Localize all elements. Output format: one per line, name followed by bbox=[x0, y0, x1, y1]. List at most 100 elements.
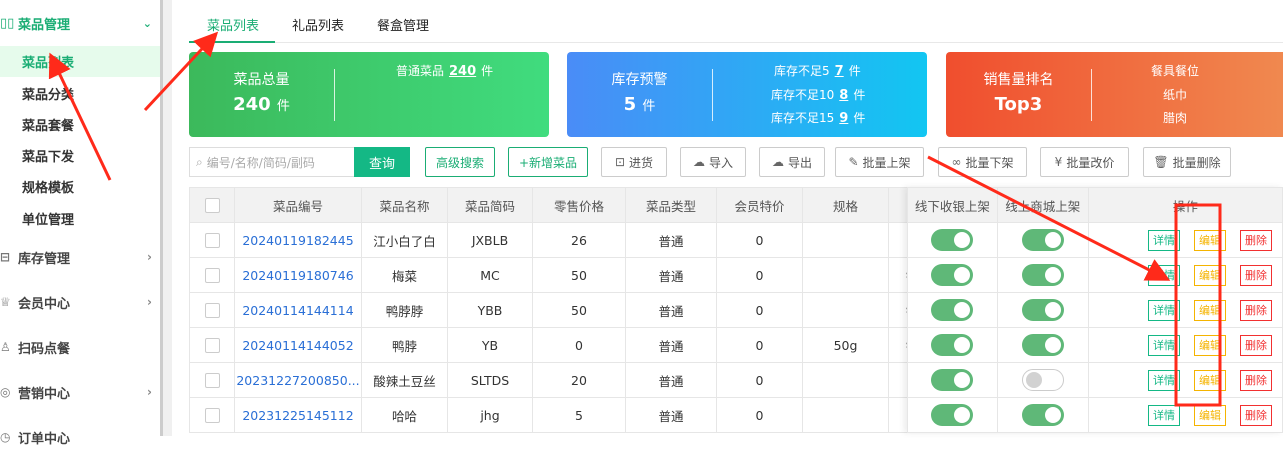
detail-button[interactable]: 详情 bbox=[1148, 264, 1180, 286]
offline-shelf-toggle[interactable] bbox=[931, 334, 974, 356]
row-select-cell bbox=[189, 257, 235, 293]
dish-code-link[interactable]: 20240114144114 bbox=[242, 302, 354, 318]
delete-button[interactable]: 删除 bbox=[1240, 334, 1272, 356]
row-checkbox[interactable] bbox=[204, 373, 220, 388]
member-price-cell: 0 bbox=[716, 257, 803, 293]
batch-on-shelf-button[interactable]: ✎ 批量上架 bbox=[835, 147, 924, 177]
delete-button[interactable]: 删除 bbox=[1240, 229, 1272, 251]
delete-button[interactable]: 删除 bbox=[1240, 299, 1272, 321]
table-row: 20240119180746 梅菜 MC 50 普通 0 钅 bbox=[189, 257, 919, 293]
detail-button[interactable]: 详情 bbox=[1148, 334, 1180, 356]
stock-in-button[interactable]: ⊡ 进货 bbox=[601, 147, 667, 177]
table-header: 菜品编号 菜品名称 菜品简码 零售价格 菜品类型 会员特价 规格 bbox=[189, 187, 919, 223]
import-button[interactable]: ☁ 导入 bbox=[680, 147, 746, 177]
sidebar-item-dish-list[interactable]: 菜品列表 bbox=[0, 46, 160, 77]
sidebar-item-unit-management[interactable]: 单位管理 bbox=[22, 213, 75, 228]
sidebar-item-dish-combo[interactable]: 菜品套餐 bbox=[22, 119, 75, 134]
offline-shelf-cell bbox=[907, 362, 998, 398]
row-checkbox[interactable] bbox=[204, 303, 220, 318]
dish-code-link[interactable]: 20240114144052 bbox=[242, 337, 354, 353]
card-stock-warning: 库存预警 5 件 库存不足5 7 件 库存不足10 8 件 库存不足15 9 件 bbox=[567, 52, 927, 137]
dish-code-link[interactable]: 20240119182445 bbox=[242, 232, 354, 248]
detail-value-link[interactable]: 240 bbox=[449, 64, 477, 79]
online-shelf-toggle[interactable] bbox=[1021, 299, 1064, 321]
table-row: 20231225145112 哈哈 jhg 5 普通 0 bbox=[189, 397, 919, 433]
edit-button[interactable]: 编辑 bbox=[1194, 299, 1226, 321]
offline-shelf-toggle[interactable] bbox=[931, 264, 974, 286]
edit-button[interactable]: 编辑 bbox=[1194, 264, 1226, 286]
detail-button[interactable]: 详情 bbox=[1148, 369, 1180, 391]
edit-button[interactable]: 编辑 bbox=[1194, 404, 1226, 426]
delete-button[interactable]: 删除 bbox=[1240, 264, 1272, 286]
edit-button[interactable]: 编辑 bbox=[1194, 369, 1226, 391]
tab-dish-list[interactable]: 菜品列表 bbox=[207, 19, 260, 34]
actions-cell: 详情 编辑 删除 bbox=[1087, 327, 1283, 363]
detail-button[interactable]: 详情 bbox=[1148, 299, 1180, 321]
dish-code-link[interactable]: 20231227200850... bbox=[236, 372, 360, 388]
sidebar-item-spec-template[interactable]: 规格模板 bbox=[22, 181, 75, 196]
row-checkbox[interactable] bbox=[204, 268, 220, 283]
search-icon: ⌕ bbox=[196, 154, 203, 169]
online-shelf-toggle[interactable] bbox=[1021, 334, 1064, 356]
edit-button[interactable]: 编辑 bbox=[1194, 334, 1226, 356]
advanced-search-button[interactable]: 高级搜索 bbox=[425, 147, 495, 177]
member-price-cell: 0 bbox=[716, 292, 803, 328]
delete-button[interactable]: 删除 bbox=[1240, 369, 1272, 391]
online-shelf-toggle[interactable] bbox=[1021, 404, 1064, 426]
select-all-checkbox[interactable] bbox=[204, 198, 220, 213]
unit: 件 bbox=[853, 88, 866, 102]
online-shelf-cell bbox=[996, 292, 1089, 328]
sidebar-group-inventory[interactable]: ⊟ 库存管理 › bbox=[0, 250, 152, 267]
value: 5 bbox=[623, 94, 637, 115]
table-fixed-right: 线下收银上架 线上商城上架 操作 详情 编辑 删除 详情 编辑 删除 详情 编辑 删除 详情… bbox=[907, 187, 1283, 433]
online-shelf-toggle[interactable] bbox=[1021, 229, 1064, 251]
code-cell: 20240114144052 bbox=[234, 327, 362, 363]
edit-button[interactable]: 编辑 bbox=[1194, 229, 1226, 251]
sidebar-group-member[interactable]: ♕ 会员中心 › bbox=[0, 295, 152, 312]
price-cell: 26 bbox=[532, 222, 626, 258]
offline-shelf-toggle[interactable] bbox=[931, 299, 974, 321]
batch-off-shelf-button[interactable]: ∞ 批量下架 bbox=[938, 147, 1027, 177]
stock-value-link[interactable]: 9 bbox=[839, 111, 849, 126]
row-checkbox[interactable] bbox=[204, 408, 220, 423]
sidebar-item-dish-dispatch[interactable]: 菜品下发 bbox=[22, 150, 75, 165]
sidebar-group-scan-order[interactable]: ♙ 扫码点餐 bbox=[0, 340, 71, 357]
sidebar-group-orders[interactable]: ◷ 订单中心 bbox=[0, 430, 71, 447]
detail-button[interactable]: 详情 bbox=[1148, 229, 1180, 251]
batch-price-button[interactable]: ¥ 批量改价 bbox=[1040, 147, 1129, 177]
online-shelf-toggle[interactable] bbox=[1021, 264, 1064, 286]
stock-value-link[interactable]: 8 bbox=[839, 88, 849, 103]
offline-shelf-toggle[interactable] bbox=[931, 369, 974, 391]
detail-button[interactable]: 详情 bbox=[1148, 404, 1180, 426]
sidebar-group-dish-management[interactable]: ▯▯ 菜品管理 ⌄ bbox=[0, 15, 152, 33]
tab-box-management[interactable]: 餐盒管理 bbox=[377, 19, 430, 34]
row-checkbox[interactable] bbox=[204, 338, 220, 353]
row-checkbox[interactable] bbox=[204, 233, 220, 248]
type-cell: 普通 bbox=[625, 292, 717, 328]
dish-code-link[interactable]: 20240119180746 bbox=[242, 267, 354, 283]
online-shelf-toggle[interactable] bbox=[1021, 369, 1064, 391]
card-value: Top3 bbox=[994, 94, 1043, 115]
tab-gift-list[interactable]: 礼品列表 bbox=[292, 19, 345, 34]
query-button[interactable]: 查询 bbox=[354, 147, 410, 177]
online-shelf-cell bbox=[996, 362, 1089, 398]
member-price-cell: 0 bbox=[716, 362, 803, 398]
row-select-cell bbox=[189, 327, 235, 363]
spec-cell bbox=[802, 222, 889, 258]
stock-value-link[interactable]: 7 bbox=[834, 64, 844, 79]
dish-code-link[interactable]: 20231225145112 bbox=[242, 407, 354, 423]
export-button[interactable]: ☁ 导出 bbox=[759, 147, 825, 177]
add-dish-button[interactable]: +新增菜品 bbox=[508, 147, 588, 177]
offline-shelf-toggle[interactable] bbox=[931, 404, 974, 426]
sidebar-item-dish-category[interactable]: 菜品分类 bbox=[22, 88, 75, 103]
sidebar-group-marketing[interactable]: ◎ 营销中心 › bbox=[0, 385, 152, 402]
table-row: 详情 编辑 删除 bbox=[907, 222, 1283, 258]
actions-cell: 详情 编辑 删除 bbox=[1087, 292, 1283, 328]
offline-shelf-toggle[interactable] bbox=[931, 229, 974, 251]
unit: 件 bbox=[276, 99, 290, 114]
offline-shelf-cell bbox=[907, 397, 998, 433]
delete-button[interactable]: 删除 bbox=[1240, 404, 1272, 426]
search-input[interactable]: ⌕ 编号/名称/简码/副码 bbox=[189, 147, 354, 177]
batch-delete-button[interactable]: 🗑 批量删除 bbox=[1143, 147, 1231, 177]
table-row: 详情 编辑 删除 bbox=[907, 362, 1283, 398]
